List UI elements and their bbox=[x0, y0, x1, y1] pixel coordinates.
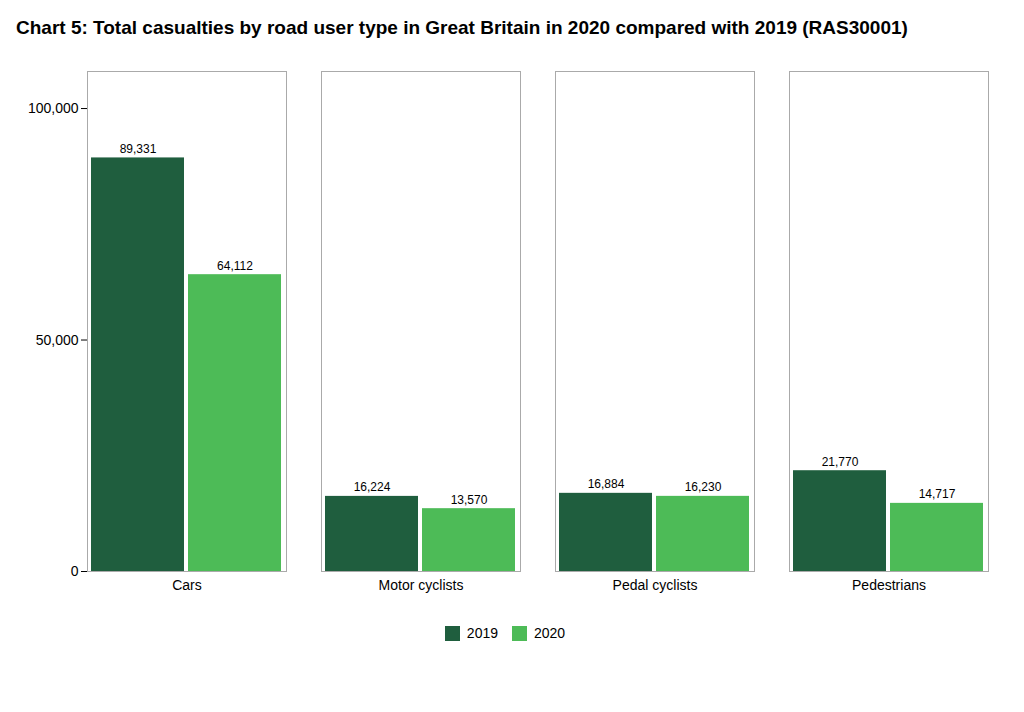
svg-text:16,224: 16,224 bbox=[354, 480, 391, 494]
html-text:Chart 5: Total casualties by r: Chart 5: Total casualties by road user t… bbox=[16, 17, 908, 38]
svg-text:89,331: 89,331 bbox=[120, 142, 157, 156]
svg-text:Pedal cyclists: Pedal cyclists bbox=[613, 577, 698, 593]
svg-text:Pedestrians: Pedestrians bbox=[852, 577, 926, 593]
svg-text:16,884: 16,884 bbox=[588, 477, 625, 491]
svg-text:16,230: 16,230 bbox=[685, 480, 722, 494]
html-text:2019: 2019 bbox=[466, 625, 498, 642]
svg-text:Motor cyclists: Motor cyclists bbox=[379, 577, 464, 593]
svg-text:13,570: 13,570 bbox=[451, 492, 488, 506]
html-text:2020: 2020 bbox=[534, 625, 566, 642]
svg-text:50,000: 50,000 bbox=[36, 331, 79, 347]
svg-text:64,112: 64,112 bbox=[217, 258, 253, 272]
svg-text:21,770: 21,770 bbox=[822, 454, 859, 468]
svg-text:14,717: 14,717 bbox=[919, 487, 956, 501]
svg-text:100,000: 100,000 bbox=[28, 100, 79, 116]
svg-text:0: 0 bbox=[71, 563, 79, 579]
svg-text:Cars: Cars bbox=[172, 577, 202, 593]
